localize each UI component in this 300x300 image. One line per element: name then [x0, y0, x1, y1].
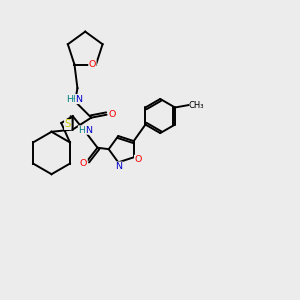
Text: H: H: [66, 94, 73, 103]
Text: N: N: [115, 162, 122, 171]
Text: O: O: [89, 60, 96, 69]
Text: N: N: [75, 94, 82, 103]
Text: S: S: [64, 119, 71, 130]
Text: O: O: [80, 159, 87, 168]
Text: N: N: [85, 125, 92, 134]
Text: O: O: [134, 155, 142, 164]
Text: CH₃: CH₃: [189, 100, 204, 109]
Text: HN: HN: [68, 94, 82, 103]
Text: O: O: [109, 110, 116, 119]
Text: H: H: [78, 125, 85, 134]
